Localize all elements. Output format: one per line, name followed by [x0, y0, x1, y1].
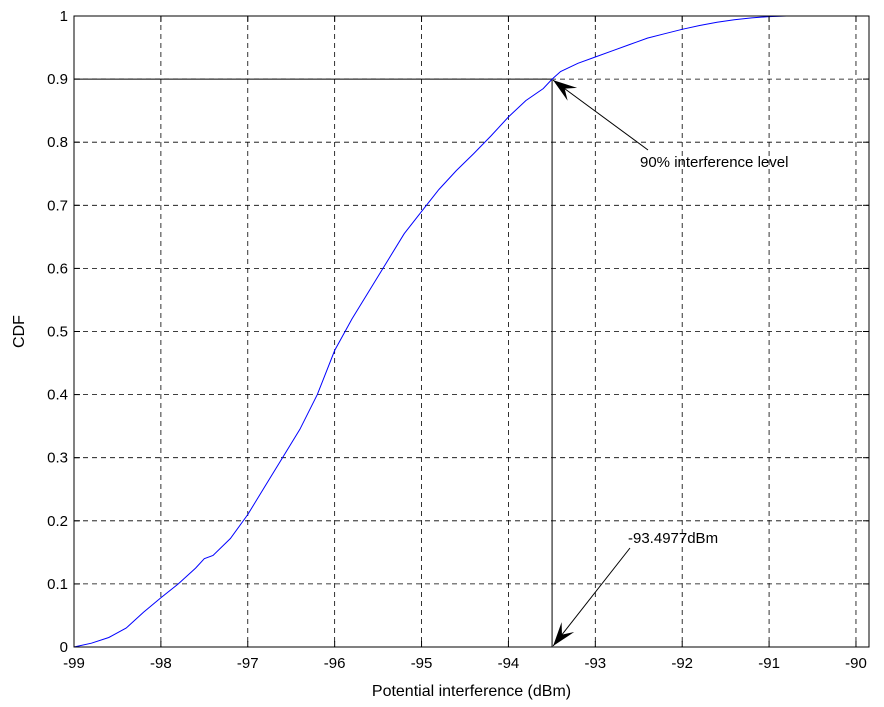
x-tick-label-9: -90: [845, 655, 867, 672]
x-tick-label-8: -91: [758, 655, 780, 672]
annotation-arrow-dbm: [552, 547, 631, 647]
y-tick-label-3: 0.3: [47, 450, 68, 467]
annotation-text-90pct: 90% interference level: [640, 154, 788, 171]
y-tick-label-2: 0.2: [47, 513, 68, 530]
annotation-text-dbm: -93.4977dBm: [628, 530, 718, 547]
y-tick-label-7: 0.7: [47, 197, 68, 214]
annotation-arrow-90pct: [552, 79, 649, 151]
x-tick-label-2: -97: [237, 655, 259, 672]
y-tick-label-8: 0.8: [47, 134, 68, 151]
y-tick-label-9: 0.9: [47, 71, 68, 88]
y-axis-ticks: 0 0.1 0.2 0.3 0.4 0.5 0.6 0.7 0.8 0.9 1: [47, 8, 869, 656]
x-tick-label-5: -94: [498, 655, 520, 672]
y-tick-label-1: 0.1: [47, 576, 68, 593]
y-tick-label-10: 1: [60, 8, 68, 25]
y-tick-label-6: 0.6: [47, 260, 68, 277]
y-tick-label-5: 0.5: [47, 324, 68, 341]
x-tick-label-7: -92: [671, 655, 693, 672]
grid-lines: [74, 16, 869, 647]
x-tick-label-0: -99: [63, 655, 85, 672]
series-line-cdf: [73, 15, 869, 648]
x-tick-label-4: -95: [411, 655, 433, 672]
x-axis-label: Potential interference (dBm): [372, 683, 571, 700]
reference-lines: [74, 78, 553, 647]
y-tick-label-4: 0.4: [47, 387, 68, 404]
x-tick-label-6: -93: [584, 655, 606, 672]
x-tick-label-1: -98: [150, 655, 172, 672]
x-tick-label-3: -96: [324, 655, 346, 672]
y-axis-label: CDF: [11, 315, 28, 348]
y-tick-label-0: 0: [60, 639, 68, 656]
annotations: 90% interference level -93.4977dBm: [552, 79, 788, 647]
x-axis-ticks: -99 -98 -97 -96 -95 -94 -93 -92 -91 -90: [63, 16, 867, 672]
